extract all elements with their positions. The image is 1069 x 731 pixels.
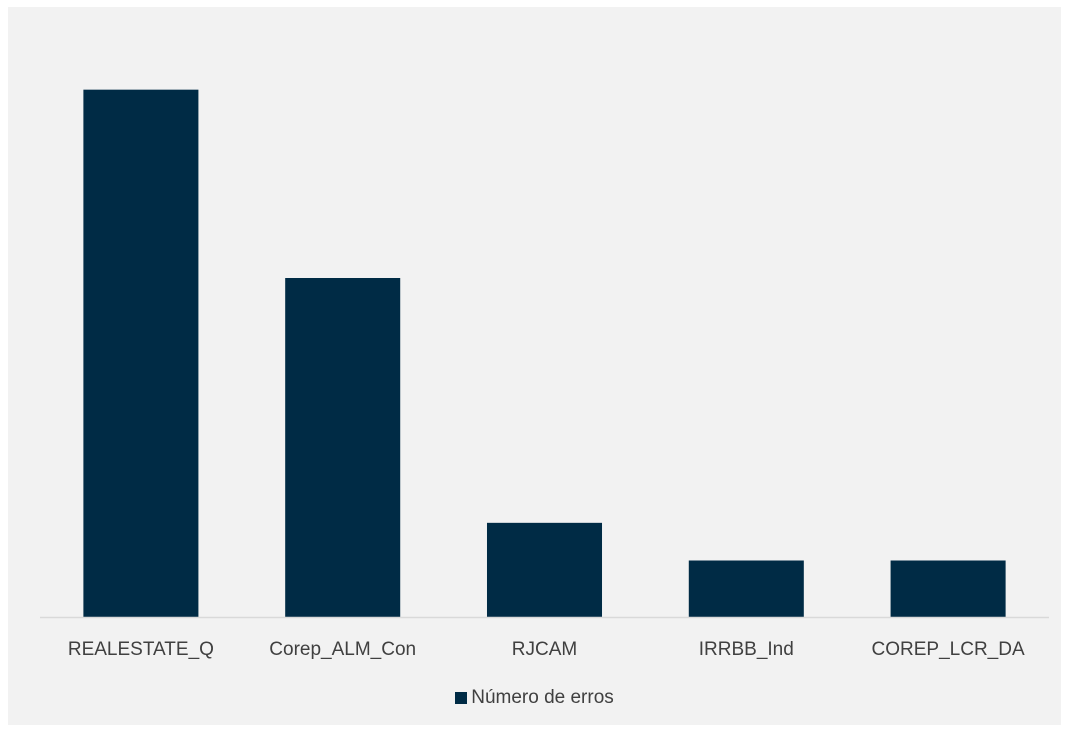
x-tick-label: RJCAM xyxy=(512,639,577,660)
legend-label: Número de erros xyxy=(471,687,614,708)
legend-swatch xyxy=(455,692,468,704)
bar-corep-lcr-da xyxy=(890,560,1006,617)
x-tick-label: COREP_LCR_DA xyxy=(872,639,1025,660)
bar-irrbb-ind xyxy=(688,560,804,617)
bar-chart: REALESTATE_Q Corep_ALM_Con RJCAM IRRBB_Ind C… xyxy=(40,89,1049,660)
x-tick-label: IRRBB_Ind xyxy=(699,639,794,660)
bar-realestate-q xyxy=(83,89,199,617)
chart-area: REALESTATE_Q Corep_ALM_Con RJCAM IRRBB_Ind C… xyxy=(8,7,1061,725)
bar-corep-alm-con xyxy=(285,278,401,617)
legend: Número de erros xyxy=(8,687,1061,709)
x-tick-label: REALESTATE_Q xyxy=(68,639,214,660)
bar-rjcam xyxy=(486,522,603,617)
x-tick-label: Corep_ALM_Con xyxy=(269,639,416,660)
